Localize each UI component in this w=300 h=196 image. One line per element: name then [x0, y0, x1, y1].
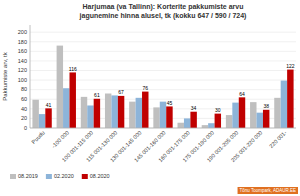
legend-label: 08.2019	[18, 173, 38, 179]
bar	[274, 98, 280, 128]
bar	[239, 97, 245, 128]
y-tick-label: 120	[18, 67, 27, 73]
grid-line	[30, 51, 296, 52]
bar	[111, 95, 117, 128]
data-labels: 41 116 61 67 76 45 34 30 64 38 122	[46, 63, 295, 113]
bar	[39, 114, 45, 128]
y-tick-label: 0	[24, 125, 27, 131]
bar	[184, 118, 190, 128]
legend-label: 02.2020	[54, 173, 74, 179]
x-tick-label: 205 001-220 000	[230, 129, 264, 163]
y-tick-label: 180	[18, 39, 27, 45]
bar	[166, 106, 172, 128]
chart: Harjumaa (va Tallinn): Korterite pakkumi…	[0, 0, 300, 196]
legend-swatch	[82, 174, 88, 179]
y-tick-label: 40	[21, 106, 27, 112]
bar	[142, 92, 148, 128]
y-axis-label: Pakkumiste arv, tk	[2, 51, 8, 101]
data-label: 38	[263, 103, 269, 109]
y-tick-label: 20	[21, 115, 27, 121]
bar	[45, 108, 51, 128]
y-tick-label: 100	[18, 77, 27, 83]
data-label: 122	[286, 63, 295, 69]
y-tick-label: 60	[21, 96, 27, 102]
data-label: 41	[46, 102, 52, 108]
grid	[30, 32, 296, 128]
watermark-text: Tõnu Toompark, ADAUR.EE	[240, 188, 296, 193]
bar	[263, 110, 269, 128]
bar	[129, 102, 135, 128]
bar	[57, 46, 63, 128]
grid-line	[30, 128, 296, 129]
bar	[153, 107, 159, 128]
data-label: 116	[69, 66, 77, 72]
data-label: 61	[94, 92, 100, 98]
x-tick-label: 220 001-	[268, 129, 288, 149]
bar	[94, 99, 100, 128]
y-tick-label: 80	[21, 86, 27, 92]
x-tick-label: -100 000	[50, 129, 70, 149]
bar	[281, 81, 287, 128]
data-label: 34	[191, 105, 197, 111]
x-axis-line	[30, 128, 296, 129]
data-label: 67	[118, 89, 124, 95]
bar	[87, 105, 93, 128]
bar	[32, 100, 38, 128]
x-tick-label: Puudu	[30, 129, 45, 144]
bar	[105, 94, 111, 128]
bar	[178, 123, 184, 128]
title: Harjumaa (va Tallinn): Korterite pakkumi…	[79, 3, 247, 20]
y-tick-label: 200	[18, 29, 27, 35]
legend: 08.2019 02.2020 08.2020	[10, 173, 110, 179]
grid-line	[30, 60, 296, 61]
bar	[287, 70, 293, 128]
bar	[63, 88, 69, 128]
bar	[136, 98, 142, 128]
data-label: 45	[167, 100, 173, 106]
watermark-background	[238, 187, 298, 194]
watermark: Tõnu Toompark, ADAUR.EE	[238, 187, 298, 194]
bar	[190, 112, 196, 128]
bar	[208, 123, 214, 128]
bar	[215, 114, 221, 128]
bar	[160, 102, 166, 128]
bar	[202, 125, 208, 128]
y-tick-label: 140	[18, 58, 27, 64]
legend-swatch	[10, 174, 16, 179]
grid-line	[30, 32, 296, 33]
legend-swatch	[46, 174, 52, 179]
bar	[250, 102, 256, 128]
bars	[32, 46, 293, 128]
bar	[257, 113, 263, 128]
bar	[232, 103, 238, 128]
data-label: 30	[215, 107, 221, 113]
bar	[81, 97, 87, 128]
data-label: 76	[142, 85, 148, 91]
bar	[118, 96, 124, 128]
data-label: 64	[239, 91, 245, 97]
y-tick-label: 160	[18, 48, 27, 54]
bar	[69, 72, 75, 128]
grid-line	[30, 41, 296, 42]
y-axis-line	[30, 25, 31, 128]
legend-label: 08.2020	[90, 173, 110, 179]
bar	[226, 115, 232, 128]
